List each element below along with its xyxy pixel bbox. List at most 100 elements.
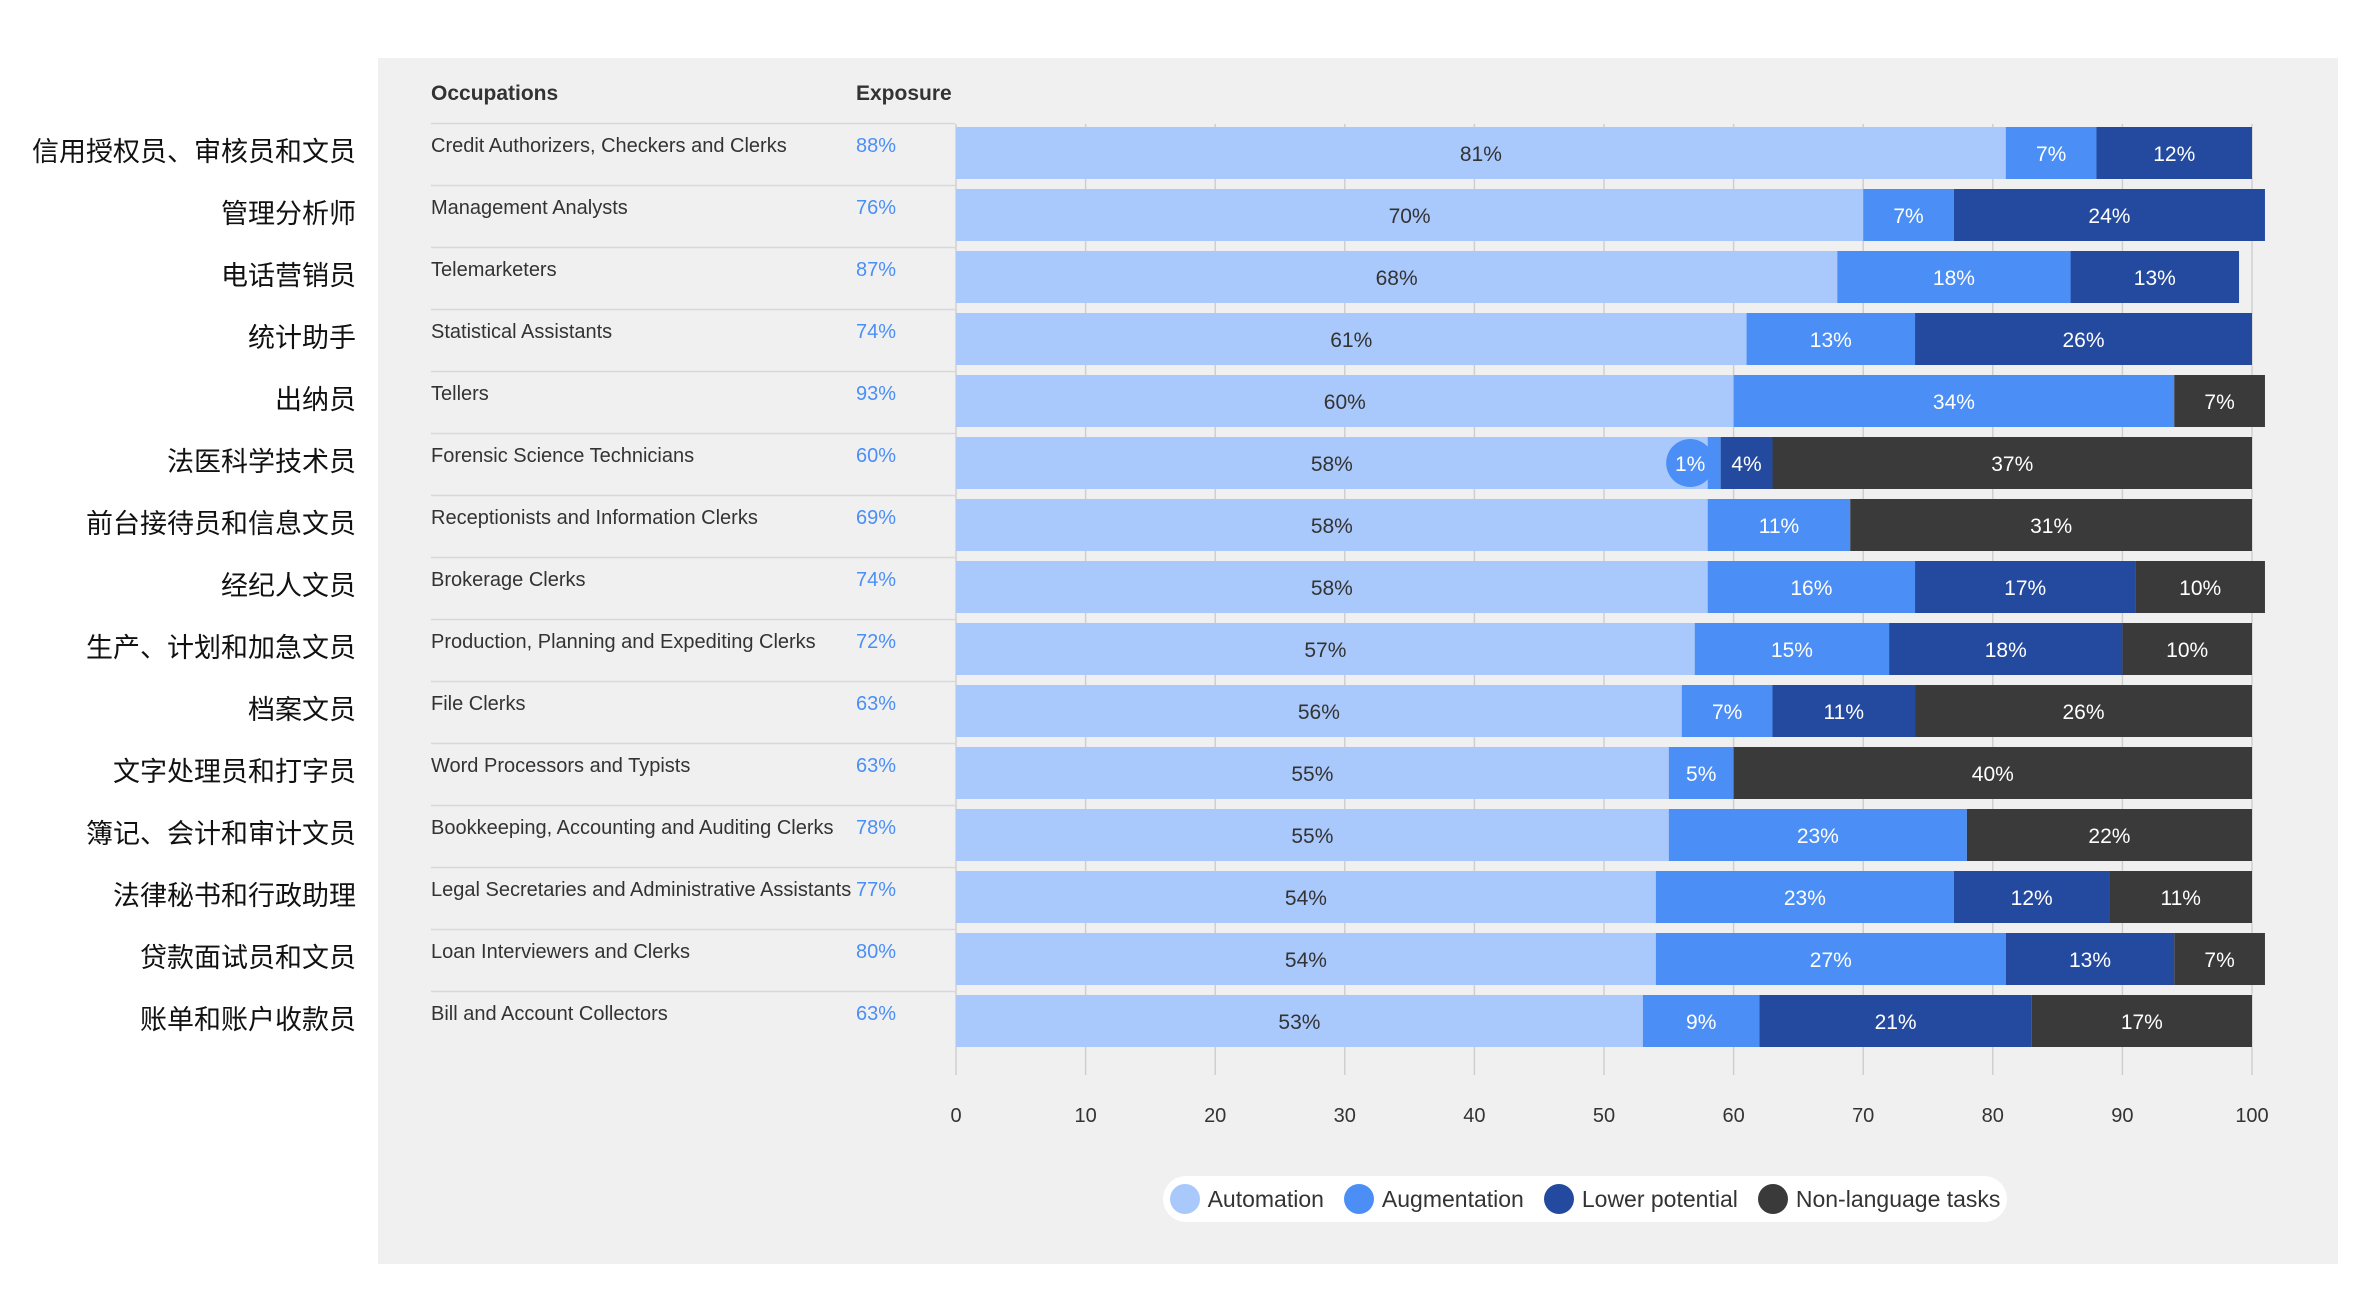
occupation-name: Brokerage Clerks [431,569,586,591]
bar-value-label: 53% [1278,1011,1320,1034]
bar-segment-lower-potential [1720,437,1773,489]
bar-value-label: 55% [1291,825,1333,848]
exposure-value: 80% [856,941,896,963]
bar-value-label: 26% [2063,701,2105,724]
bar-value-label: 11% [1759,515,1799,538]
exposure-value: 93% [856,383,896,405]
bar-segment-non-language-tasks [1772,437,2252,489]
occupation-name: Receptionists and Information Clerks [431,507,758,529]
chinese-occupation-label: 前台接待员和信息文员 [86,509,356,540]
bar-value-label: 27% [1810,949,1852,972]
bar-segment-augmentation [1746,313,1916,365]
bar-value-label: 81% [1460,143,1502,166]
occupation-name: Forensic Science Technicians [431,445,694,467]
legend-swatch [1757,1184,1788,1214]
bar-value-label: 7% [2204,949,2234,972]
bar-value-label: 12% [2011,887,2053,910]
chinese-occupation-label: 簿记、会计和审计文员 [86,819,356,850]
bar-value-label: 40% [1972,763,2014,786]
legend-item: Automation [1169,1184,1324,1214]
bar-segment-non-language-tasks [2174,933,2265,985]
bar-value-label: 7% [1893,205,1923,228]
bar-segment-automation [956,561,1708,613]
chinese-occupation-label: 出纳员 [275,385,356,416]
exposure-value: 74% [856,321,896,343]
bar-segment-non-language-tasks [2031,995,2252,1047]
legend-label: Automation [1207,1185,1324,1212]
bar-segment-automation [956,251,1838,303]
bar-value-label: 4% [1731,453,1761,476]
bar-value-label: 21% [1875,1011,1917,1034]
bar-segment-automation [956,623,1695,675]
bar-segment-non-language-tasks [1966,809,2252,861]
bar-segment-lower-potential [1772,685,1916,737]
bar-value-label: 16% [1790,577,1832,600]
bar-segment-lower-potential [1889,623,2123,675]
small-value-bubble [1666,439,1715,487]
chinese-occupation-label: 生产、计划和加急文员 [86,633,356,664]
bar-value-label: 56% [1298,701,1340,724]
bar-value-label: 10% [2179,577,2221,600]
exposure-value: 76% [856,197,896,219]
bar-value-label: 17% [2121,1011,2163,1034]
bar-value-label: 68% [1376,267,1418,290]
bar-segment-lower-potential [1915,561,2136,613]
chinese-occupation-label: 账单和账户收款员 [140,1005,356,1036]
bar-value-label: 13% [2069,949,2111,972]
bar-segment-automation [956,499,1708,551]
bar-value-label: 17% [2004,577,2046,600]
bar-value-label: 24% [2088,205,2130,228]
bar-segment-augmentation [1707,499,1851,551]
chinese-occupation-label: 文字处理员和打字员 [113,757,356,788]
bar-value-label: 1% [1675,453,1705,476]
x-tick-label: 60 [1722,1105,1744,1127]
bar-value-label: 55% [1291,763,1333,786]
bar-segment-augmentation [1655,933,2006,985]
bar-value-label: 26% [2063,329,2105,352]
occupation-name: File Clerks [431,693,525,715]
bar-segment-automation [956,809,1669,861]
exposure-header: Exposure [856,82,952,105]
bar-segment-lower-potential [1953,871,2110,923]
bar-value-label: 10% [2166,639,2208,662]
bar-segment-augmentation [1668,809,1967,861]
chinese-occupation-label: 档案文员 [248,695,356,726]
legend-item: Lower potential [1543,1184,1738,1214]
chinese-occupation-label: 贷款面试员和文员 [140,943,356,974]
chinese-occupation-label: 统计助手 [248,323,356,354]
legend-label: Lower potential [1581,1185,1738,1212]
bar-value-label: 11% [2160,887,2200,910]
exposure-value: 88% [856,135,896,157]
occupation-name: Loan Interviewers and Clerks [431,941,690,963]
x-tick-label: 70 [1852,1105,1874,1127]
bar-segment-non-language-tasks [2135,561,2265,613]
bar-value-label: 7% [1712,701,1742,724]
exposure-value: 63% [856,1003,896,1025]
bar-value-label: 13% [1810,329,1852,352]
bar-segment-lower-potential [2005,933,2175,985]
legend-swatch [1343,1184,1374,1214]
bar-segment-non-language-tasks [1915,685,2252,737]
exposure-value: 77% [856,879,896,901]
bar-segment-automation [956,995,1643,1047]
bar-segment-non-language-tasks [1733,747,2252,799]
bar-value-label: 60% [1324,391,1366,414]
bar-segment-non-language-tasks [2122,623,2252,675]
exposure-value: 78% [856,817,896,839]
chinese-occupation-label: 法医科学技术员 [167,447,356,478]
occupation-name: Production, Planning and Expediting Cler… [431,631,816,653]
occupation-name: Telemarketers [431,259,557,281]
x-tick-label: 100 [2235,1105,2268,1127]
bar-segment-automation [956,313,1747,365]
occupation-name: Credit Authorizers, Checkers and Clerks [431,135,787,157]
bar-value-label: 54% [1285,887,1327,910]
bar-segment-augmentation [1668,747,1734,799]
bar-segment-lower-potential [2096,127,2252,179]
x-tick-label: 20 [1204,1105,1226,1127]
legend-swatch [1169,1184,1200,1214]
bar-value-label: 57% [1304,639,1346,662]
legend-label: Augmentation [1381,1185,1524,1212]
bar-segment-augmentation [1863,189,1954,241]
bar-segment-automation [956,871,1656,923]
